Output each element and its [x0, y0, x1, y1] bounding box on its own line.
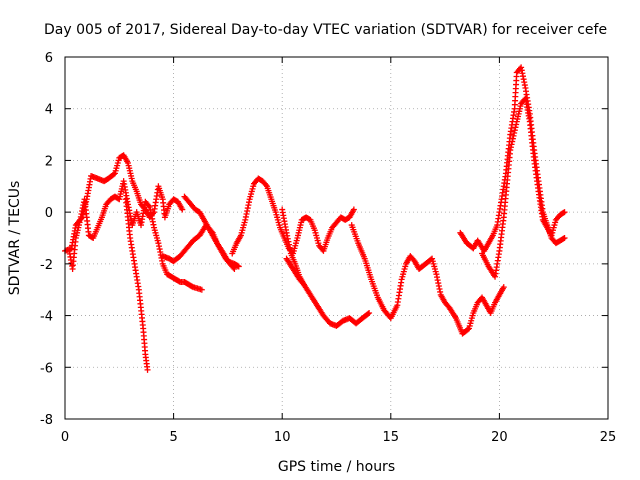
data-points: [62, 64, 568, 373]
data-point: [145, 202, 152, 209]
y-tick-label: -8: [40, 413, 53, 428]
x-axis-label: GPS time / hours: [278, 459, 395, 475]
x-tick-label: 20: [491, 430, 508, 445]
data-point: [561, 209, 568, 216]
series-sat-2: [66, 178, 205, 293]
x-tick-label: 25: [600, 430, 617, 445]
data-point: [179, 206, 186, 213]
y-tick-label: -4: [40, 310, 53, 325]
data-point: [508, 141, 515, 148]
data-point: [511, 127, 518, 134]
x-tick-label: 5: [169, 430, 177, 445]
data-point: [513, 121, 520, 128]
x-tick-label: 10: [274, 430, 291, 445]
data-point: [366, 309, 373, 316]
y-tick-label: 2: [45, 154, 53, 169]
y-tick-label: 4: [45, 103, 53, 118]
series-sat-3: [122, 196, 151, 373]
data-point: [507, 147, 514, 154]
data-point: [509, 138, 516, 145]
data-point: [500, 284, 507, 291]
y-tick-label: -2: [40, 258, 53, 273]
series-sat-6: [229, 175, 357, 257]
data-point: [350, 206, 357, 213]
data-point: [464, 326, 471, 333]
data-point: [230, 264, 237, 271]
series-sat-5: [181, 193, 238, 273]
data-point: [561, 235, 568, 241]
data-point: [507, 144, 514, 151]
y-tick-label: -6: [40, 361, 53, 376]
data-point: [144, 366, 151, 373]
data-point: [364, 310, 371, 317]
series-sat-9: [348, 222, 507, 337]
data-point: [512, 124, 519, 131]
series-sat-10: [457, 64, 568, 254]
series-sat-7: [279, 206, 373, 329]
data-point: [262, 181, 269, 188]
y-tick-label: 0: [45, 206, 53, 221]
plot-area-frame: [64, 56, 609, 420]
axis-ticks: 0 5 10 15 20 25 -8 -6 -4 -2 0 2 4 6: [40, 51, 616, 445]
y-tick-label: 6: [45, 51, 53, 66]
y-axis-label: SDTVAR / TECUs: [7, 181, 23, 296]
chart-title: Day 005 of 2017, Sidereal Day-to-day VTE…: [44, 22, 607, 38]
x-tick-label: 15: [383, 430, 400, 445]
x-tick-label: 0: [61, 430, 69, 445]
data-point: [300, 281, 307, 288]
data-point: [110, 171, 117, 178]
data-point: [510, 132, 517, 139]
data-point: [235, 263, 242, 270]
data-point: [299, 280, 306, 287]
data-point: [231, 266, 238, 273]
series-sat-8: [283, 255, 307, 288]
series-sat-11: [479, 95, 568, 280]
data-point: [511, 130, 518, 137]
data-point: [509, 135, 516, 142]
data-point: [198, 286, 205, 293]
